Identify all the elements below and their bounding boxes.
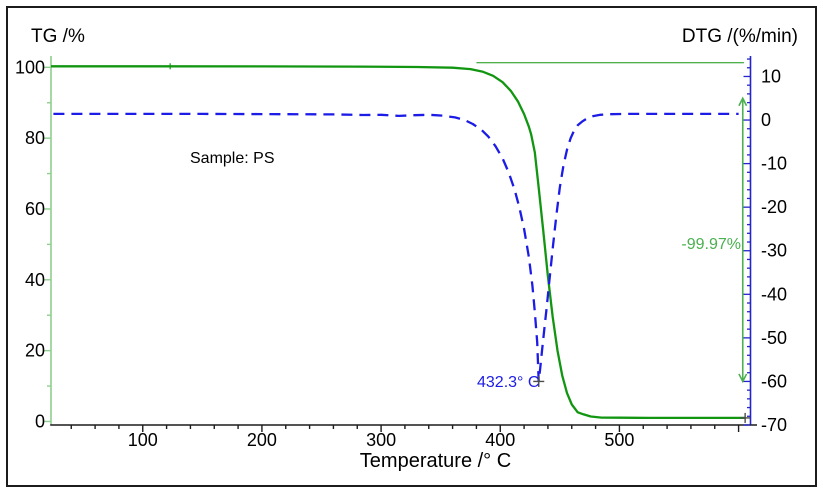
dtg-axis-title: DTG /(%/min) [681, 26, 798, 47]
tg-tick-label: 80 [25, 128, 45, 148]
tg-axis-title: TG /% [31, 26, 85, 47]
figure-border [6, 6, 817, 487]
dtg-tick-label: -60 [761, 371, 787, 391]
tg-tick-label: 100 [15, 57, 45, 77]
tg-tick-label: 0 [35, 411, 45, 431]
x-axis-title: Temperature /° C [0, 451, 823, 471]
dtg-tick-label: -50 [761, 328, 787, 348]
peak-temperature-label: 432.3° C [477, 374, 540, 391]
tg-curve [51, 65, 746, 420]
tg-tick-label: 40 [25, 270, 45, 290]
dtg-tick-label: -30 [761, 241, 787, 261]
dtg-curve [53, 112, 739, 383]
x-tick-label: 300 [366, 430, 396, 450]
x-tick-label: 100 [128, 430, 158, 450]
mass-loss-label: -99.97% [681, 236, 741, 253]
arrow-head-up [738, 96, 748, 107]
x-axis-title-text: Temperature /° C [359, 450, 512, 472]
dtg-tick-label: 0 [761, 110, 771, 130]
tg-tick-label: 20 [25, 341, 45, 361]
tg-tick-label: 60 [25, 199, 45, 219]
dtg-tick-label: -70 [761, 415, 787, 435]
x-tick-label: 400 [485, 430, 515, 450]
dtg-tick-label: -20 [761, 197, 787, 217]
x-tick-label: 200 [247, 430, 277, 450]
arrow-head-down [738, 373, 748, 384]
x-tick-label: 500 [604, 430, 634, 450]
dtg-tick-label: -10 [761, 154, 787, 174]
dtg-tick-label: -40 [761, 284, 787, 304]
sample-label: Sample: PS [190, 150, 275, 167]
dtg-tick-label: 10 [761, 66, 781, 86]
